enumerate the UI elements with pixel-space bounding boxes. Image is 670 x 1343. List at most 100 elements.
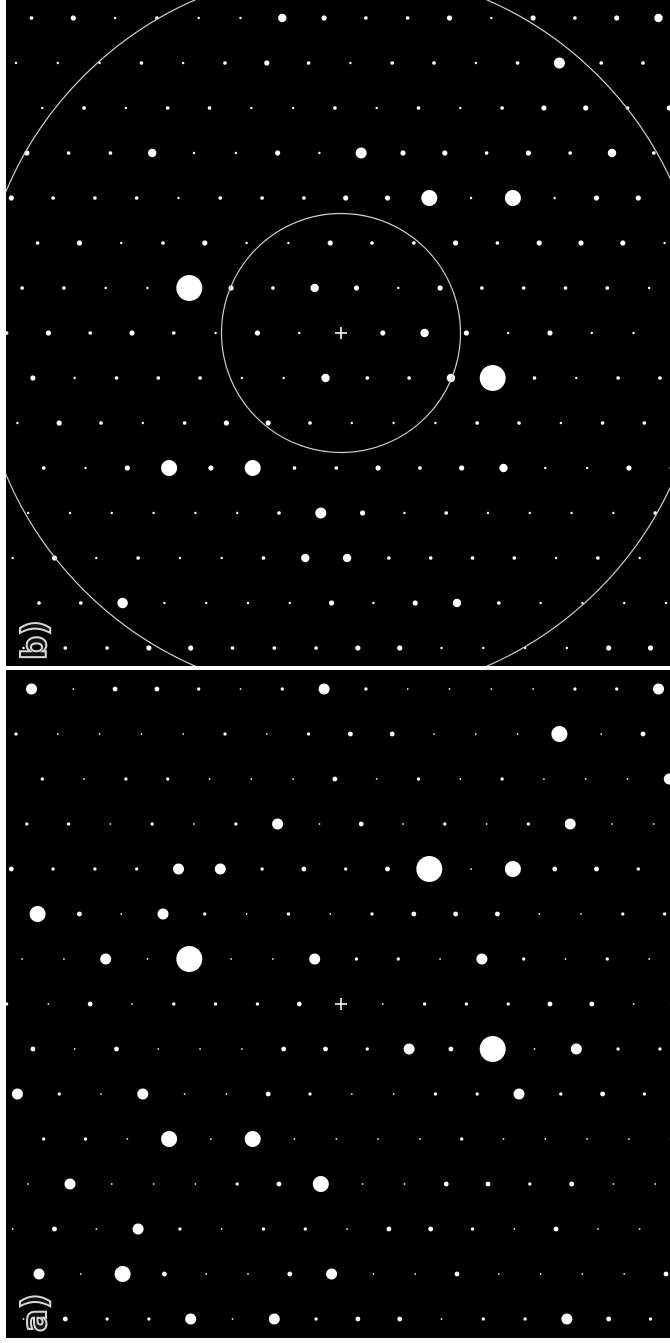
diffraction-spot (154, 686, 160, 692)
diffraction-spot (41, 106, 44, 110)
diffraction-spot (132, 1223, 144, 1235)
diffraction-spot (214, 1002, 218, 1006)
diffraction-spot (600, 1091, 605, 1097)
diffraction-spot (114, 1266, 131, 1282)
diffraction-spot (439, 958, 441, 960)
diffraction-spot (606, 645, 612, 651)
diffraction-spot (443, 822, 447, 826)
diffraction-spot (512, 556, 517, 560)
diffraction-spot (479, 365, 506, 391)
diffraction-spot (384, 195, 391, 201)
diffraction-spot (381, 1003, 384, 1005)
diffraction-spot (590, 331, 593, 335)
diffraction-spot (95, 1228, 98, 1230)
diffraction-spot (323, 1046, 328, 1052)
diffraction-spot (638, 556, 641, 560)
diffraction-spot (365, 376, 370, 380)
diffraction-spot (33, 1268, 45, 1280)
diffraction-spot (416, 777, 421, 781)
diffraction-spot (298, 331, 301, 335)
diffraction-spot (282, 376, 285, 380)
diffraction-spot (654, 13, 663, 23)
diffraction-spot (402, 823, 404, 825)
diffraction-spot (440, 1318, 443, 1320)
diffraction-spot (375, 465, 381, 471)
diffraction-spot (433, 1092, 437, 1096)
diffraction-spot (197, 16, 200, 20)
diffraction-spot (205, 1273, 208, 1275)
diffraction-spot (120, 241, 123, 245)
diffraction-spot (312, 1176, 329, 1192)
diffraction-spot (197, 687, 201, 691)
diffraction-spot (532, 376, 537, 380)
diffraction-spot (207, 106, 212, 110)
diffraction-spot (479, 1036, 506, 1062)
diffraction-spot (14, 732, 18, 736)
diffraction-spot (416, 106, 421, 110)
diffraction-spot (365, 1047, 369, 1051)
diffraction-spot (361, 1183, 364, 1185)
diffraction-spot (291, 106, 295, 110)
diffraction-spot (88, 331, 92, 335)
diffraction-spot (387, 556, 391, 560)
diffraction-spot (272, 646, 277, 650)
diffraction-spot (254, 330, 260, 336)
diffraction-spot (301, 553, 310, 563)
diffraction-spot (459, 778, 462, 780)
diffraction-spot (484, 151, 489, 155)
diffraction-spot (239, 688, 242, 690)
diffraction-spot (638, 1228, 641, 1230)
diffraction-spot (244, 1131, 261, 1147)
diffraction-spot (342, 553, 352, 563)
diffraction-spot (499, 463, 508, 473)
diffraction-spot (370, 912, 374, 916)
diffraction-spot (162, 1271, 167, 1277)
diffraction-spot (108, 151, 113, 155)
diffraction-spot (444, 511, 449, 515)
diffraction-spot (157, 908, 169, 920)
diffraction-spot (163, 601, 166, 605)
diffraction-spot (124, 465, 130, 471)
diffraction-spot (570, 1043, 582, 1055)
diffraction-spot (544, 466, 547, 470)
diffraction-spot (308, 421, 312, 425)
diffraction-spot (147, 1317, 151, 1321)
diffraction-spot (82, 106, 86, 110)
diffraction-spot (63, 958, 65, 960)
diffraction-spot (11, 556, 14, 560)
diffraction-spot (73, 376, 76, 380)
diffraction-spot (396, 957, 400, 961)
diffraction-spot (265, 420, 271, 426)
diffraction-spot (261, 556, 266, 560)
diffraction-spot (302, 196, 306, 200)
panel-label-a: a) (14, 1293, 56, 1333)
diffraction-spot (515, 61, 520, 65)
diffraction-spot (636, 867, 640, 871)
diffraction-spot (220, 1228, 223, 1230)
diffraction-spot (433, 733, 435, 735)
diffraction-spot (198, 376, 202, 380)
diffraction-spot (185, 1313, 197, 1325)
diffraction-spot (93, 867, 97, 871)
diffraction-spot (56, 733, 59, 735)
diffraction-spot (275, 150, 281, 156)
diffraction-spot (194, 1183, 197, 1185)
diffraction-spot (502, 1138, 505, 1140)
diffraction-spot (178, 1227, 182, 1231)
diffraction-spot (389, 731, 395, 737)
diffraction-spot (443, 1181, 449, 1187)
diffraction-spot (52, 1226, 57, 1232)
diffraction-spot (8, 866, 14, 872)
diffraction-spot (593, 195, 600, 201)
diffraction-spot (559, 421, 562, 425)
diffraction-spot (380, 330, 386, 336)
diffraction-spot (176, 275, 203, 301)
diffraction-spot (635, 195, 641, 201)
diffraction-spot (329, 600, 335, 606)
diffraction-spot (500, 106, 504, 110)
diffraction-spot (597, 1228, 599, 1230)
diffraction-spot (442, 150, 448, 156)
diffraction-spot (202, 240, 208, 246)
diffraction-spot (8, 195, 14, 201)
diffraction-spot (41, 466, 46, 470)
